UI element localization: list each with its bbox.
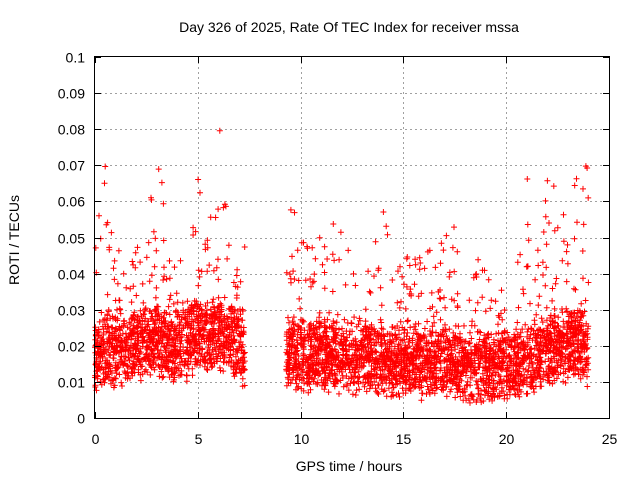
x-tick-label: 15 [396, 431, 412, 447]
x-tick-label: 20 [499, 431, 515, 447]
y-tick-label: 0.06 [58, 194, 85, 210]
y-tick-label: 0.02 [58, 339, 85, 355]
y-tick-label: 0.07 [58, 158, 85, 174]
data-points [92, 127, 592, 406]
y-tick-label: 0.1 [66, 50, 86, 66]
y-tick-label: 0.08 [58, 122, 85, 138]
x-tick-label: 5 [195, 431, 203, 447]
y-tick-label: 0.01 [58, 375, 85, 391]
plot-frame [94, 56, 610, 419]
y-tick-label: 0.09 [58, 86, 85, 102]
y-tick-label: 0.05 [58, 231, 85, 247]
y-tick-marks: 0 0.01 0.02 0.03 0.04 0.05 0.06 0.07 0.08 0.09 0.1 [58, 50, 609, 427]
x-tick-label: 25 [602, 431, 618, 447]
y-axis-label: ROTI / TECUs [6, 195, 22, 285]
chart-title: Day 326 of 2025, Rate Of TEC Index for r… [179, 19, 519, 35]
x-tick-marks: 0 5 10 15 20 25 [92, 57, 618, 447]
x-tick-label: 0 [92, 431, 100, 447]
y-tick-label: 0.04 [58, 267, 85, 283]
y-tick-label: 0.03 [58, 303, 85, 319]
x-axis-label: GPS time / hours [296, 458, 403, 474]
x-tick-label: 10 [294, 431, 310, 447]
y-tick-label: 0 [77, 411, 85, 427]
roti-point-markers [92, 127, 592, 406]
